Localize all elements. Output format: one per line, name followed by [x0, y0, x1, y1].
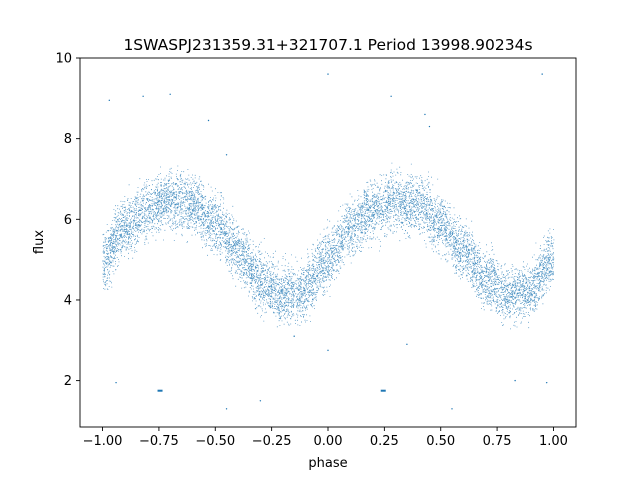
outlier-point	[225, 408, 228, 410]
low-flux-cluster	[380, 389, 386, 392]
x-tick-label: 0.25	[370, 434, 399, 449]
data-point-cloud	[102, 162, 555, 330]
outlier-point	[169, 93, 171, 95]
y-tick-label: 4	[64, 293, 72, 308]
x-tick-label: −0.25	[252, 434, 292, 449]
outlier-point	[327, 349, 329, 352]
x-tick-label: −0.50	[195, 434, 235, 449]
y-tick-label: 8	[64, 132, 72, 147]
x-tick-label: 0.75	[483, 434, 512, 449]
outlier-point	[406, 343, 408, 346]
y-axis: 2 4 6 8 10	[55, 52, 80, 389]
outlier-point	[142, 95, 144, 98]
x-axis-label: phase	[308, 456, 347, 471]
outlier-point	[541, 73, 543, 75]
x-tick-label: −1.00	[83, 434, 123, 449]
outlier-point	[545, 381, 548, 384]
x-tick-label: 0.50	[426, 434, 455, 449]
y-axis-label: flux	[32, 230, 47, 254]
outlier-point	[428, 125, 431, 128]
outlier-point	[108, 99, 111, 102]
scatter-points	[102, 73, 555, 410]
y-tick-label: 10	[55, 52, 72, 67]
outlier-point	[390, 95, 392, 98]
x-axis: −1.00 −0.75 −0.50 −0.25 0.00 0.25 0.50 0.75 1.00	[83, 427, 568, 449]
chart-title: 1SWASPJ231359.31+321707.1 Period 13998.9…	[123, 36, 532, 54]
outlier-point	[514, 379, 516, 382]
outlier-point	[225, 154, 228, 156]
x-tick-label: −0.75	[139, 434, 179, 449]
x-tick-label: 0.00	[314, 434, 343, 449]
outlier-point	[115, 381, 117, 384]
y-tick-label: 6	[64, 213, 72, 228]
outlier-point	[424, 113, 426, 116]
outlier-point	[293, 335, 295, 337]
y-tick-label: 2	[64, 374, 72, 389]
x-tick-label: 1.00	[539, 434, 568, 449]
outlier-point	[451, 408, 453, 410]
low-flux-cluster	[157, 389, 163, 392]
outlier-point	[207, 119, 210, 122]
outlier-point	[327, 73, 329, 75]
outlier-point	[259, 400, 262, 402]
